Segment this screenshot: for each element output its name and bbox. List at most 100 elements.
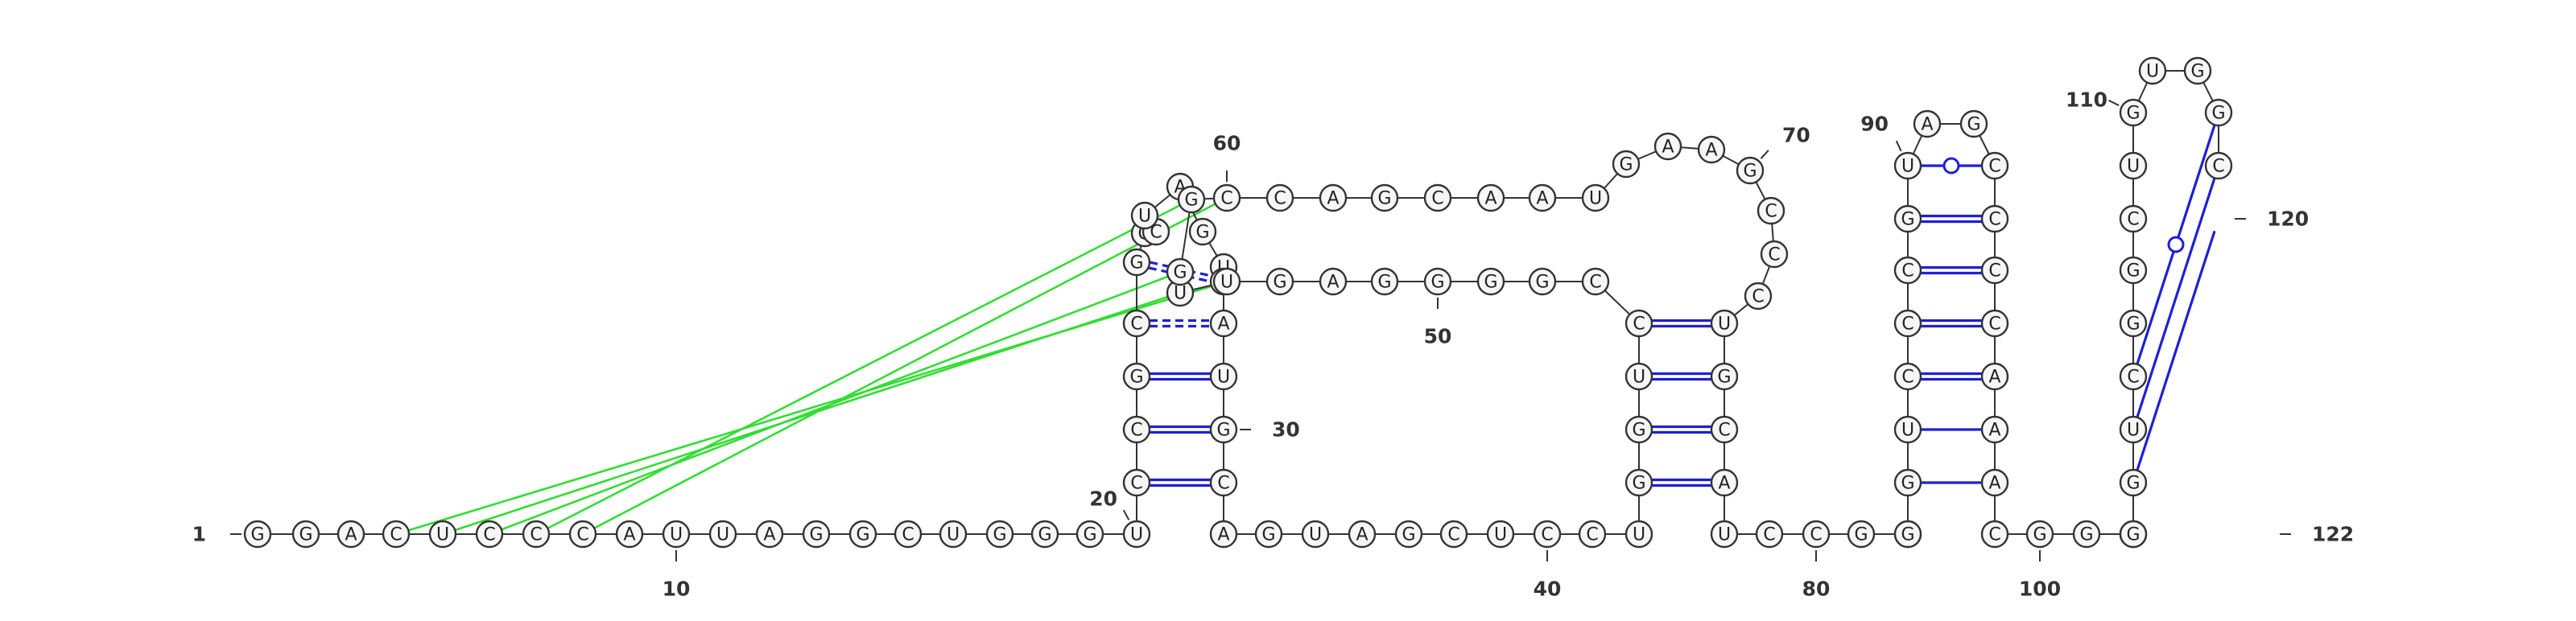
- nucleotide-letter: A: [763, 525, 775, 545]
- position-label: 70: [1782, 124, 1810, 147]
- nucleotide-letter: U: [670, 525, 683, 545]
- nucleotide-letter: A: [345, 525, 357, 545]
- nucleotide-letter: G: [1632, 474, 1645, 494]
- nucleotide: G: [1710, 362, 1739, 391]
- nucleotide: C: [568, 520, 597, 549]
- nucleotide: G: [2119, 256, 2148, 285]
- nucleotide: U: [428, 520, 457, 549]
- nucleotide: A: [1710, 468, 1739, 497]
- nucleotide-letter: G: [1129, 253, 1143, 273]
- nucleotide-circle: [1760, 240, 1789, 269]
- nucleotide-circle: [1893, 256, 1922, 285]
- nucleotide-letter: C: [1130, 421, 1142, 441]
- nucleotide-circle: [1710, 309, 1739, 338]
- nucleotide-letter: C: [1901, 261, 1913, 282]
- nucleotide: C: [2204, 151, 2233, 180]
- nucleotide: G: [1370, 267, 1399, 296]
- nucleotide: G: [1893, 520, 1922, 549]
- nucleotide-letter: C: [1589, 273, 1601, 293]
- nucleotide-letter: C: [1130, 474, 1142, 494]
- nucleotide: C: [1893, 256, 1922, 285]
- nucleotide-letter: A: [1662, 138, 1674, 158]
- nucleotide: C: [1802, 520, 1831, 549]
- position-label: 40: [1534, 578, 1562, 601]
- position-label: 1: [192, 523, 206, 546]
- nucleotide-letter: C: [1541, 525, 1553, 545]
- nucleotide-circle: [1893, 151, 1922, 180]
- nucleotide: G: [1122, 362, 1151, 391]
- base-pair-line: [2136, 177, 2216, 418]
- nucleotide-circle: [2204, 151, 2233, 180]
- nucleotide: A: [1209, 520, 1238, 549]
- nucleotide: A: [1980, 362, 2009, 391]
- nucleotide-letter: G: [2126, 525, 2140, 545]
- nucleotide-letter: A: [1327, 189, 1339, 209]
- nucleotide-letter: G: [1195, 223, 1209, 243]
- nucleotide-letter: U: [1494, 525, 1507, 545]
- nucleotide: C: [1265, 183, 1294, 212]
- nucleotide: G: [848, 520, 877, 549]
- position-label: 122: [2312, 523, 2354, 546]
- nucleotide: G: [1847, 520, 1876, 549]
- nucleotide: G: [802, 520, 831, 549]
- nucleotide-letter: C: [1220, 189, 1232, 209]
- nucleotide-letter: C: [1752, 287, 1764, 307]
- nucleotide-letter: C: [1765, 202, 1777, 222]
- nucleotide-letter: G: [1901, 210, 1914, 230]
- nucleotide: G: [1893, 468, 1922, 497]
- nucleotide-circle: [1980, 309, 2009, 338]
- nucleotide-letter: C: [2127, 368, 2139, 388]
- nucleotide: G: [1624, 468, 1653, 497]
- nucleotide-circle: [336, 520, 365, 549]
- nucleotide-circle: [1980, 362, 2009, 391]
- nucleotide-letter: G: [1377, 189, 1391, 209]
- nucleotide-circle: [1439, 520, 1468, 549]
- nucleotide: A: [1980, 468, 2009, 497]
- label-tick: [1122, 509, 1130, 520]
- nucleotide: U: [1624, 520, 1653, 549]
- nucleotide-circle: [291, 520, 320, 549]
- nucleotide: C: [1980, 520, 2009, 549]
- nucleotide-circle: [1370, 183, 1399, 212]
- nucleotide: G: [1122, 248, 1151, 277]
- position-label: 30: [1272, 418, 1300, 442]
- nucleotide: G: [1254, 520, 1283, 549]
- nucleotide-circle: [1122, 415, 1151, 444]
- position-label: 90: [1860, 113, 1889, 136]
- nucleotide-circle: [1265, 267, 1294, 296]
- nucleotide: C: [1624, 309, 1653, 338]
- nucleotide: U: [1581, 183, 1610, 212]
- nucleotide-letter: G: [2126, 315, 2140, 335]
- nucleotide: G: [2119, 468, 2148, 497]
- nucleotide-circle: [1710, 520, 1739, 549]
- nucleotide-letter: G: [2190, 62, 2204, 82]
- nucleotide: G: [1075, 520, 1104, 549]
- nucleotide-circle: [1528, 183, 1557, 212]
- nucleotide-letter: G: [1901, 474, 1914, 494]
- nucleotide: C: [2119, 204, 2148, 233]
- nucleotide-letter: G: [1743, 162, 1757, 182]
- nucleotide-circle: [1980, 151, 2009, 180]
- nucleotide: G: [1959, 109, 1988, 138]
- nucleotide-letter: C: [1901, 368, 1913, 388]
- nucleotide: A: [1319, 267, 1348, 296]
- nucleotide: C: [382, 520, 411, 549]
- nucleotide: G: [1265, 267, 1294, 296]
- nucleotide-letter: U: [1309, 525, 1322, 545]
- nucleotide: C: [1122, 468, 1151, 497]
- nucleotide: C: [1893, 362, 1922, 391]
- nucleotide-letter: U: [2146, 62, 2159, 82]
- nucleotide-letter: G: [1619, 155, 1633, 175]
- nucleotide: U: [2138, 56, 2167, 85]
- nucleotide-circle: [2138, 56, 2167, 85]
- nucleotide-letter: C: [1988, 157, 2000, 177]
- nucleotide-circle: [1370, 267, 1399, 296]
- nucleotide: A: [1913, 109, 1942, 138]
- nucleotide-letter: A: [1921, 115, 1933, 135]
- nucleotide-letter: C: [1988, 315, 2000, 335]
- nucleotide: A: [1209, 309, 1238, 338]
- nucleotide-circle: [1913, 109, 1942, 138]
- nucleotide-letter: U: [1589, 189, 1602, 209]
- nucleotide-circle: [1212, 183, 1241, 212]
- nucleotide: C: [894, 520, 923, 549]
